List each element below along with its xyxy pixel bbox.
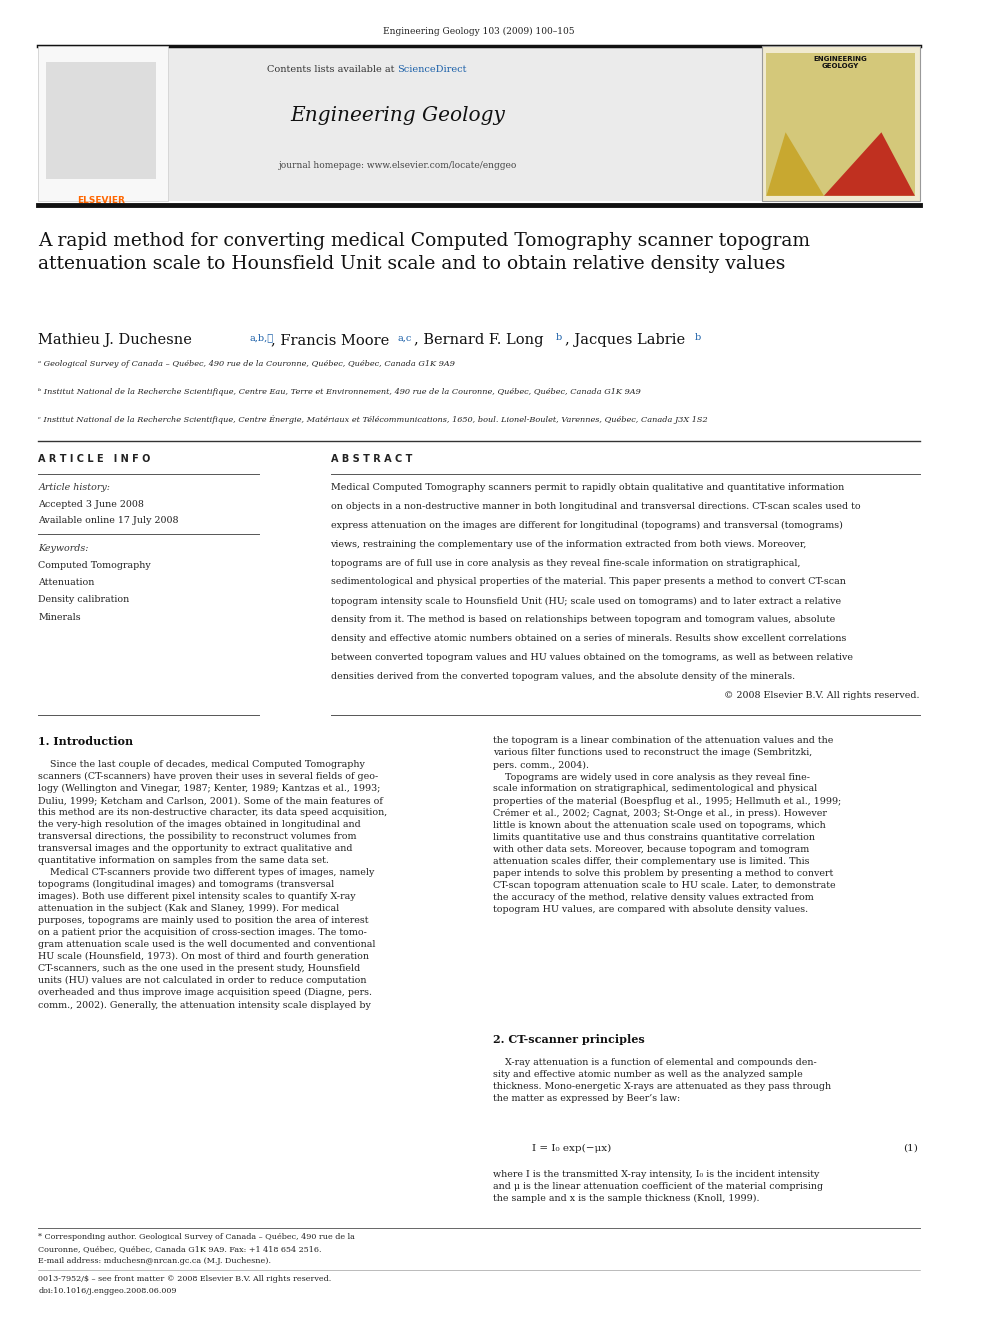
Text: X-ray attenuation is a function of elemental and compounds den-
sity and effecti: X-ray attenuation is a function of eleme…: [493, 1058, 831, 1102]
Text: 1. Introduction: 1. Introduction: [39, 737, 134, 747]
Text: A R T I C L E   I N F O: A R T I C L E I N F O: [39, 454, 151, 464]
Text: (1): (1): [903, 1144, 918, 1152]
Text: ELSEVIER: ELSEVIER: [76, 196, 125, 205]
Text: , Bernard F. Long: , Bernard F. Long: [414, 333, 548, 348]
Text: Medical Computed Tomography scanners permit to rapidly obtain qualitative and qu: Medical Computed Tomography scanners per…: [330, 483, 844, 492]
Text: journal homepage: www.elsevier.com/locate/enggeo: journal homepage: www.elsevier.com/locat…: [279, 161, 517, 171]
Text: densities derived from the converted topogram values, and the absolute density o: densities derived from the converted top…: [330, 672, 795, 681]
Text: between converted topogram values and HU values obtained on the tomograms, as we: between converted topogram values and HU…: [330, 654, 852, 663]
FancyBboxPatch shape: [767, 53, 915, 196]
Text: , Jacques Labrie: , Jacques Labrie: [565, 333, 690, 348]
Text: ᶜ Institut National de la Recherche Scientifique, Centre Énergie, Matériaux et T: ᶜ Institut National de la Recherche Scie…: [39, 415, 708, 425]
Text: Computed Tomography: Computed Tomography: [39, 561, 151, 570]
Text: A rapid method for converting medical Computed Tomography scanner topogram
atten: A rapid method for converting medical Co…: [39, 232, 810, 273]
Text: * Corresponding author. Geological Survey of Canada – Québec, 490 rue de la: * Corresponding author. Geological Surve…: [39, 1233, 355, 1241]
Text: topograms are of full use in core analysis as they reveal fine-scale information: topograms are of full use in core analys…: [330, 558, 800, 568]
Text: express attenuation on the images are different for longitudinal (topograms) and: express attenuation on the images are di…: [330, 521, 842, 529]
Text: ENGINEERING
GEOLOGY: ENGINEERING GEOLOGY: [813, 56, 867, 69]
Text: Attenuation: Attenuation: [39, 578, 94, 587]
Text: a,b,⋆: a,b,⋆: [249, 333, 273, 343]
Polygon shape: [824, 132, 915, 196]
Text: A B S T R A C T: A B S T R A C T: [330, 454, 412, 464]
Text: b: b: [556, 333, 561, 343]
Text: E-mail address: mduchesn@nrcan.gc.ca (M.J. Duchesne).: E-mail address: mduchesn@nrcan.gc.ca (M.…: [39, 1257, 272, 1265]
Text: Engineering Geology: Engineering Geology: [290, 106, 505, 124]
Text: 0013-7952/$ – see front matter © 2008 Elsevier B.V. All rights reserved.: 0013-7952/$ – see front matter © 2008 El…: [39, 1275, 331, 1283]
Text: Couronne, Québec, Québec, Canada G1K 9A9. Fax: +1 418 654 2516.: Couronne, Québec, Québec, Canada G1K 9A9…: [39, 1245, 321, 1253]
Text: views, restraining the complementary use of the information extracted from both : views, restraining the complementary use…: [330, 540, 806, 549]
Text: , Francis Moore: , Francis Moore: [271, 333, 394, 348]
Text: doi:10.1016/j.enggeo.2008.06.009: doi:10.1016/j.enggeo.2008.06.009: [39, 1287, 177, 1295]
Text: ᵃ Geological Survey of Canada – Québec, 490 rue de la Couronne, Québec, Québec, : ᵃ Geological Survey of Canada – Québec, …: [39, 360, 455, 368]
Text: ᵇ Institut National de la Recherche Scientifique, Centre Eau, Terre et Environne: ᵇ Institut National de la Recherche Scie…: [39, 388, 641, 396]
Text: on objects in a non-destructive manner in both longitudinal and transversal dire: on objects in a non-destructive manner i…: [330, 501, 860, 511]
Text: Mathieu J. Duchesne: Mathieu J. Duchesne: [39, 333, 196, 348]
Text: Since the last couple of decades, medical Computed Tomography
scanners (CT-scann: Since the last couple of decades, medica…: [39, 761, 388, 1009]
Text: Engineering Geology 103 (2009) 100–105: Engineering Geology 103 (2009) 100–105: [383, 26, 574, 36]
FancyBboxPatch shape: [762, 46, 920, 201]
Text: Keywords:: Keywords:: [39, 544, 89, 553]
Text: Available online 17 July 2008: Available online 17 July 2008: [39, 516, 179, 525]
FancyBboxPatch shape: [39, 46, 762, 201]
Text: sedimentological and physical properties of the material. This paper presents a : sedimentological and physical properties…: [330, 577, 845, 586]
Text: Article history:: Article history:: [39, 483, 110, 492]
FancyBboxPatch shape: [46, 62, 156, 179]
Text: Density calibration: Density calibration: [39, 595, 130, 605]
Text: density from it. The method is based on relationships between topogram and tomog: density from it. The method is based on …: [330, 615, 835, 624]
Text: topogram intensity scale to Hounsfield Unit (HU; scale used on tomograms) and to: topogram intensity scale to Hounsfield U…: [330, 597, 840, 606]
Text: Accepted 3 June 2008: Accepted 3 June 2008: [39, 500, 144, 509]
Text: Contents lists available at: Contents lists available at: [267, 65, 398, 74]
Text: Minerals: Minerals: [39, 613, 81, 622]
Text: I = I₀ exp(−μx): I = I₀ exp(−μx): [532, 1144, 611, 1152]
Text: density and effective atomic numbers obtained on a series of minerals. Results s: density and effective atomic numbers obt…: [330, 634, 846, 643]
Text: © 2008 Elsevier B.V. All rights reserved.: © 2008 Elsevier B.V. All rights reserved…: [724, 691, 920, 700]
Text: the topogram is a linear combination of the attenuation values and the
various f: the topogram is a linear combination of …: [493, 737, 841, 914]
Text: b: b: [694, 333, 700, 343]
Text: ScienceDirect: ScienceDirect: [398, 65, 467, 74]
FancyBboxPatch shape: [39, 46, 168, 201]
Text: where I is the transmitted X-ray intensity, I₀ is the incident intensity
and μ i: where I is the transmitted X-ray intensi…: [493, 1171, 823, 1204]
Text: a,c: a,c: [398, 333, 412, 343]
Text: 2. CT-scanner principles: 2. CT-scanner principles: [493, 1035, 645, 1045]
Polygon shape: [767, 132, 824, 196]
